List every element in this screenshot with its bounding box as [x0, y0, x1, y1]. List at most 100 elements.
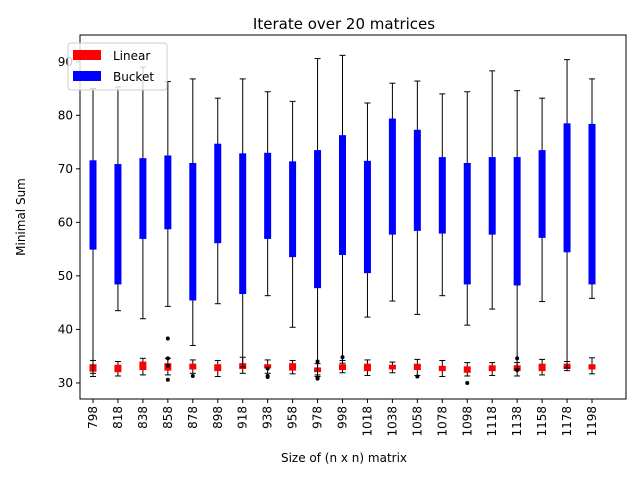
box-bucket: [588, 78, 596, 299]
y-tick-label: 70: [58, 162, 73, 176]
box-linear: [538, 358, 546, 376]
box-bucket: [314, 58, 322, 378]
x-tick-label: 978: [311, 406, 325, 429]
box-body: [339, 135, 346, 255]
box-body: [363, 363, 371, 372]
box-body: [538, 363, 546, 372]
box-bucket: [388, 82, 396, 302]
x-tick-label: 958: [286, 406, 300, 429]
box-linear: [488, 362, 496, 376]
box-linear: [189, 359, 197, 378]
box-body: [239, 153, 247, 295]
box-body: [413, 129, 421, 231]
outlier-point: [165, 336, 170, 341]
box-bucket: [239, 78, 247, 368]
outlier-point: [165, 356, 170, 361]
x-tick-label: 878: [186, 406, 200, 429]
box-bucket: [563, 59, 571, 369]
outlier-point: [265, 375, 270, 380]
x-tick-label: 1018: [360, 406, 374, 437]
box-body: [463, 162, 471, 285]
box-linear: [388, 361, 396, 374]
box-bucket: [513, 90, 521, 370]
plot-frame: [79, 34, 627, 400]
box-bucket: [438, 93, 446, 297]
box-linear: [438, 359, 446, 378]
x-tick-label: 1058: [410, 406, 424, 437]
box-linear: [264, 359, 272, 380]
outlier-point: [165, 377, 170, 382]
box-bucket: [339, 54, 346, 364]
box-body: [114, 164, 122, 285]
x-tick-label: 1078: [435, 406, 449, 437]
box-body: [139, 158, 147, 239]
y-tick-label: 30: [58, 376, 73, 390]
box-bucket: [89, 88, 97, 374]
x-tick-label: 1178: [560, 406, 574, 437]
series-bucket: [89, 54, 596, 378]
legend-swatch-linear: [73, 50, 101, 60]
box-bucket: [189, 78, 197, 346]
box-body: [164, 155, 172, 230]
box-linear: [463, 362, 471, 385]
x-tick-label: 1138: [510, 406, 524, 437]
box-bucket: [363, 102, 371, 318]
box-body: [264, 152, 272, 239]
box-body: [488, 157, 496, 235]
legend-swatch-bucket: [73, 71, 101, 81]
box-body: [289, 363, 297, 371]
box-body: [563, 123, 571, 253]
x-tick-label: 1198: [585, 406, 599, 437]
box-bucket: [164, 81, 172, 307]
box-body: [214, 143, 222, 244]
box-body: [363, 160, 371, 274]
box-body: [314, 150, 322, 289]
outlier-point: [415, 374, 420, 379]
x-tick-label: 998: [336, 406, 350, 429]
outlier-point: [190, 373, 195, 378]
legend-label-linear: Linear: [113, 49, 150, 63]
box-body: [588, 123, 596, 285]
box-bucket: [413, 80, 421, 315]
x-tick-label: 1038: [385, 406, 399, 437]
box-body: [289, 161, 297, 258]
box-linear: [114, 361, 122, 377]
box-bucket: [264, 91, 272, 297]
box-bucket: [139, 66, 147, 320]
outlier-point: [265, 366, 270, 371]
box-linear: [164, 336, 172, 382]
box-bucket: [214, 97, 222, 305]
x-tick-label: 1118: [485, 406, 499, 437]
box-bucket: [463, 91, 471, 326]
chart-title: Iterate over 20 matrices: [253, 15, 435, 33]
x-tick-label: 818: [111, 406, 125, 429]
y-axis-label: Minimal Sum: [14, 178, 28, 256]
box-body: [139, 361, 147, 371]
box-body: [513, 157, 521, 286]
x-tick-label: 858: [161, 406, 175, 429]
box-linear: [413, 358, 421, 379]
outlier-point: [465, 380, 470, 385]
outlier-point: [315, 376, 320, 381]
y-tick-label: 60: [58, 215, 73, 229]
x-tick-label: 1158: [535, 406, 549, 437]
x-axis-label: Size of (n x n) matrix: [281, 451, 407, 465]
x-tick-label: 1098: [460, 406, 474, 437]
x-tick-label: 938: [261, 406, 275, 429]
legend-label-bucket: Bucket: [113, 70, 154, 84]
box-bucket: [289, 100, 297, 328]
y-tick-label: 50: [58, 269, 73, 283]
box-linear: [139, 357, 147, 376]
box-linear: [588, 357, 596, 375]
box-linear: [363, 359, 371, 376]
box-body: [89, 160, 97, 250]
x-tick-label: 798: [86, 406, 100, 429]
y-tick-label: 40: [58, 322, 73, 336]
box-linear: [289, 359, 297, 375]
box-body: [189, 162, 197, 301]
x-tick-label: 838: [136, 406, 150, 429]
x-axis: 798 818 838 858 878 898 918 938 958 978 998 1018 103…: [86, 399, 599, 437]
box-bucket: [538, 97, 546, 303]
